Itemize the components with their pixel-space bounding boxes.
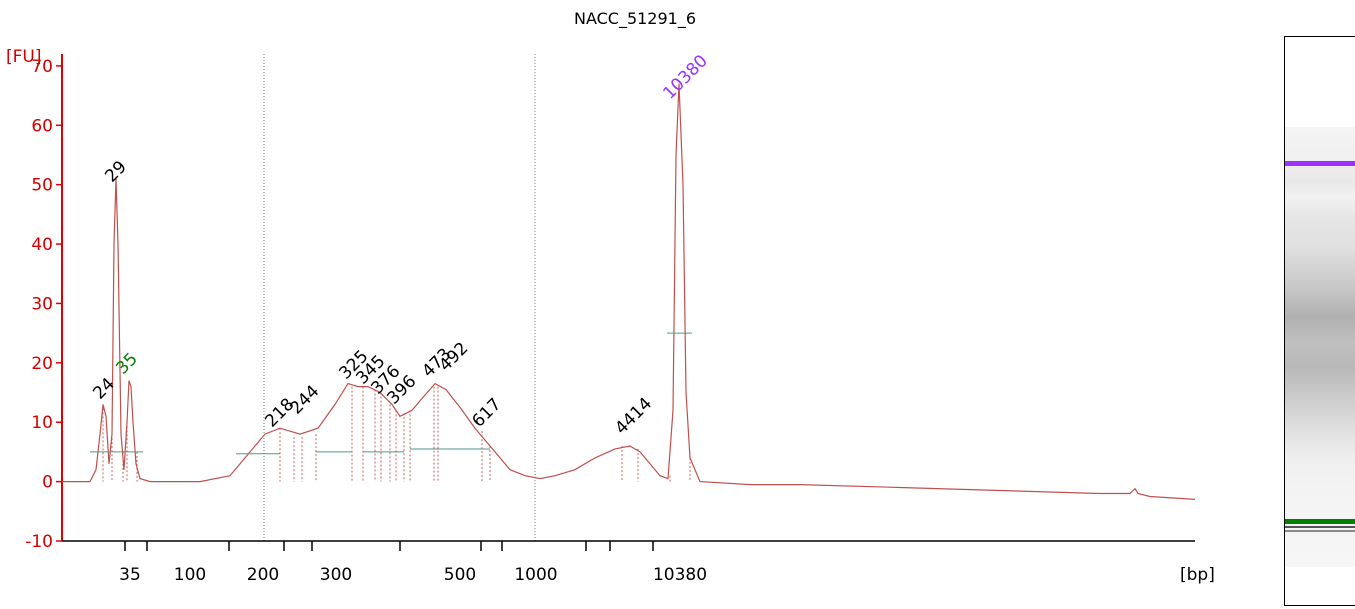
chart-title: NACC_51291_6 xyxy=(574,9,696,29)
y-tick-label: 20 xyxy=(31,354,53,374)
gel-image xyxy=(1284,36,1355,606)
y-tick-label: 50 xyxy=(31,176,53,196)
vertical-guides xyxy=(263,54,536,541)
y-tick-label: 30 xyxy=(31,294,53,314)
x-tick-label: 200 xyxy=(247,565,279,585)
gel-band xyxy=(1285,530,1355,532)
peak-label: 10380 xyxy=(659,51,711,103)
gel-lane xyxy=(1285,127,1355,567)
trace-line xyxy=(62,83,1196,500)
x-tick-label: 35 xyxy=(119,565,141,585)
gel-band xyxy=(1285,526,1355,528)
x-tick-label: 1000 xyxy=(514,565,557,585)
peak-label: 29 xyxy=(101,157,130,186)
x-tick-label: 100 xyxy=(174,565,206,585)
y-tick-label: 0 xyxy=(42,473,53,493)
x-axis-label: [bp] xyxy=(1180,565,1215,585)
lower-marker-band xyxy=(1285,519,1355,524)
x-tick-label: 500 xyxy=(444,565,476,585)
y-tick-label: 40 xyxy=(31,235,53,255)
y-tick-label: 70 xyxy=(31,57,53,77)
y-tick-label: 60 xyxy=(31,116,53,136)
y-tick-label: 10 xyxy=(31,413,53,433)
y-tick-label: -10 xyxy=(25,532,53,552)
x-tick-labels: 35 100 200 300 500 1000 10380 xyxy=(119,565,707,585)
x-tick-label: 300 xyxy=(320,565,352,585)
axes xyxy=(56,54,1195,551)
electropherogram-chart: NACC_51291_6 [FU] [bp] -10 0 10 20 30 40 50 60 7… xyxy=(6,9,1215,585)
peak-label: 35 xyxy=(112,349,141,378)
peak-label: 24 xyxy=(89,374,118,403)
upper-marker-band xyxy=(1285,161,1355,166)
signal-trace xyxy=(62,83,1196,500)
peak-label: 4414 xyxy=(611,394,656,439)
x-tick-label: 10380 xyxy=(653,565,707,585)
y-tick-labels: -10 0 10 20 30 40 50 60 70 xyxy=(25,57,53,552)
y-axis-label: [FU] xyxy=(6,47,42,67)
